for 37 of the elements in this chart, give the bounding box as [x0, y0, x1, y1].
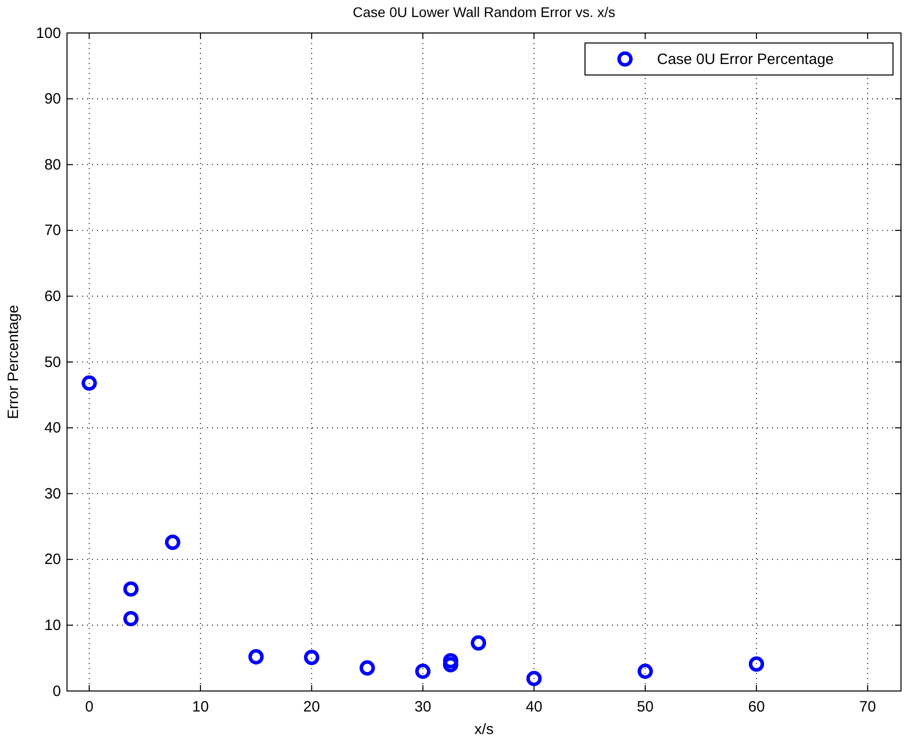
y-tick-label: 20	[44, 551, 61, 568]
x-tick-label: 50	[636, 698, 654, 716]
legend-label: Case 0U Error Percentage	[657, 51, 834, 68]
point	[442, 657, 458, 672]
y-tick-label: 40	[44, 420, 61, 437]
point	[638, 664, 653, 679]
x-tick-label: 70	[859, 698, 876, 716]
point	[248, 649, 264, 664]
y-tick-label: 10	[44, 617, 61, 634]
point	[123, 610, 139, 626]
y-tick-label: 90	[44, 90, 61, 108]
point	[470, 635, 486, 651]
point	[526, 670, 542, 686]
point	[164, 534, 180, 550]
y-tick-label: 100	[36, 24, 61, 42]
point	[123, 581, 139, 597]
y-axis-title: Error Percentage	[5, 304, 22, 420]
y-tick-label: 50	[44, 354, 61, 371]
x-tick-label: 10	[192, 698, 209, 716]
point	[304, 650, 320, 666]
y-tick-label: 70	[44, 222, 61, 240]
x-tick-label: 20	[303, 698, 320, 716]
x-axis-title: x/s	[474, 721, 494, 738]
y-tick-label: 80	[44, 156, 61, 174]
point	[748, 656, 764, 672]
point	[82, 375, 97, 391]
point	[442, 653, 458, 668]
point	[415, 664, 431, 679]
x-tick-label: 40	[526, 698, 542, 716]
y-tick-label: 0	[52, 682, 61, 700]
x-tick-label: 0	[85, 698, 94, 716]
y-tick-label: 30	[44, 485, 61, 502]
x-tick-label: 30	[414, 698, 432, 716]
x-tick-label: 60	[748, 698, 765, 716]
chart-title: Case 0U Lower Wall Random Error vs. x/s	[352, 4, 616, 20]
y-tick-label: 60	[44, 288, 61, 305]
point	[360, 660, 375, 676]
